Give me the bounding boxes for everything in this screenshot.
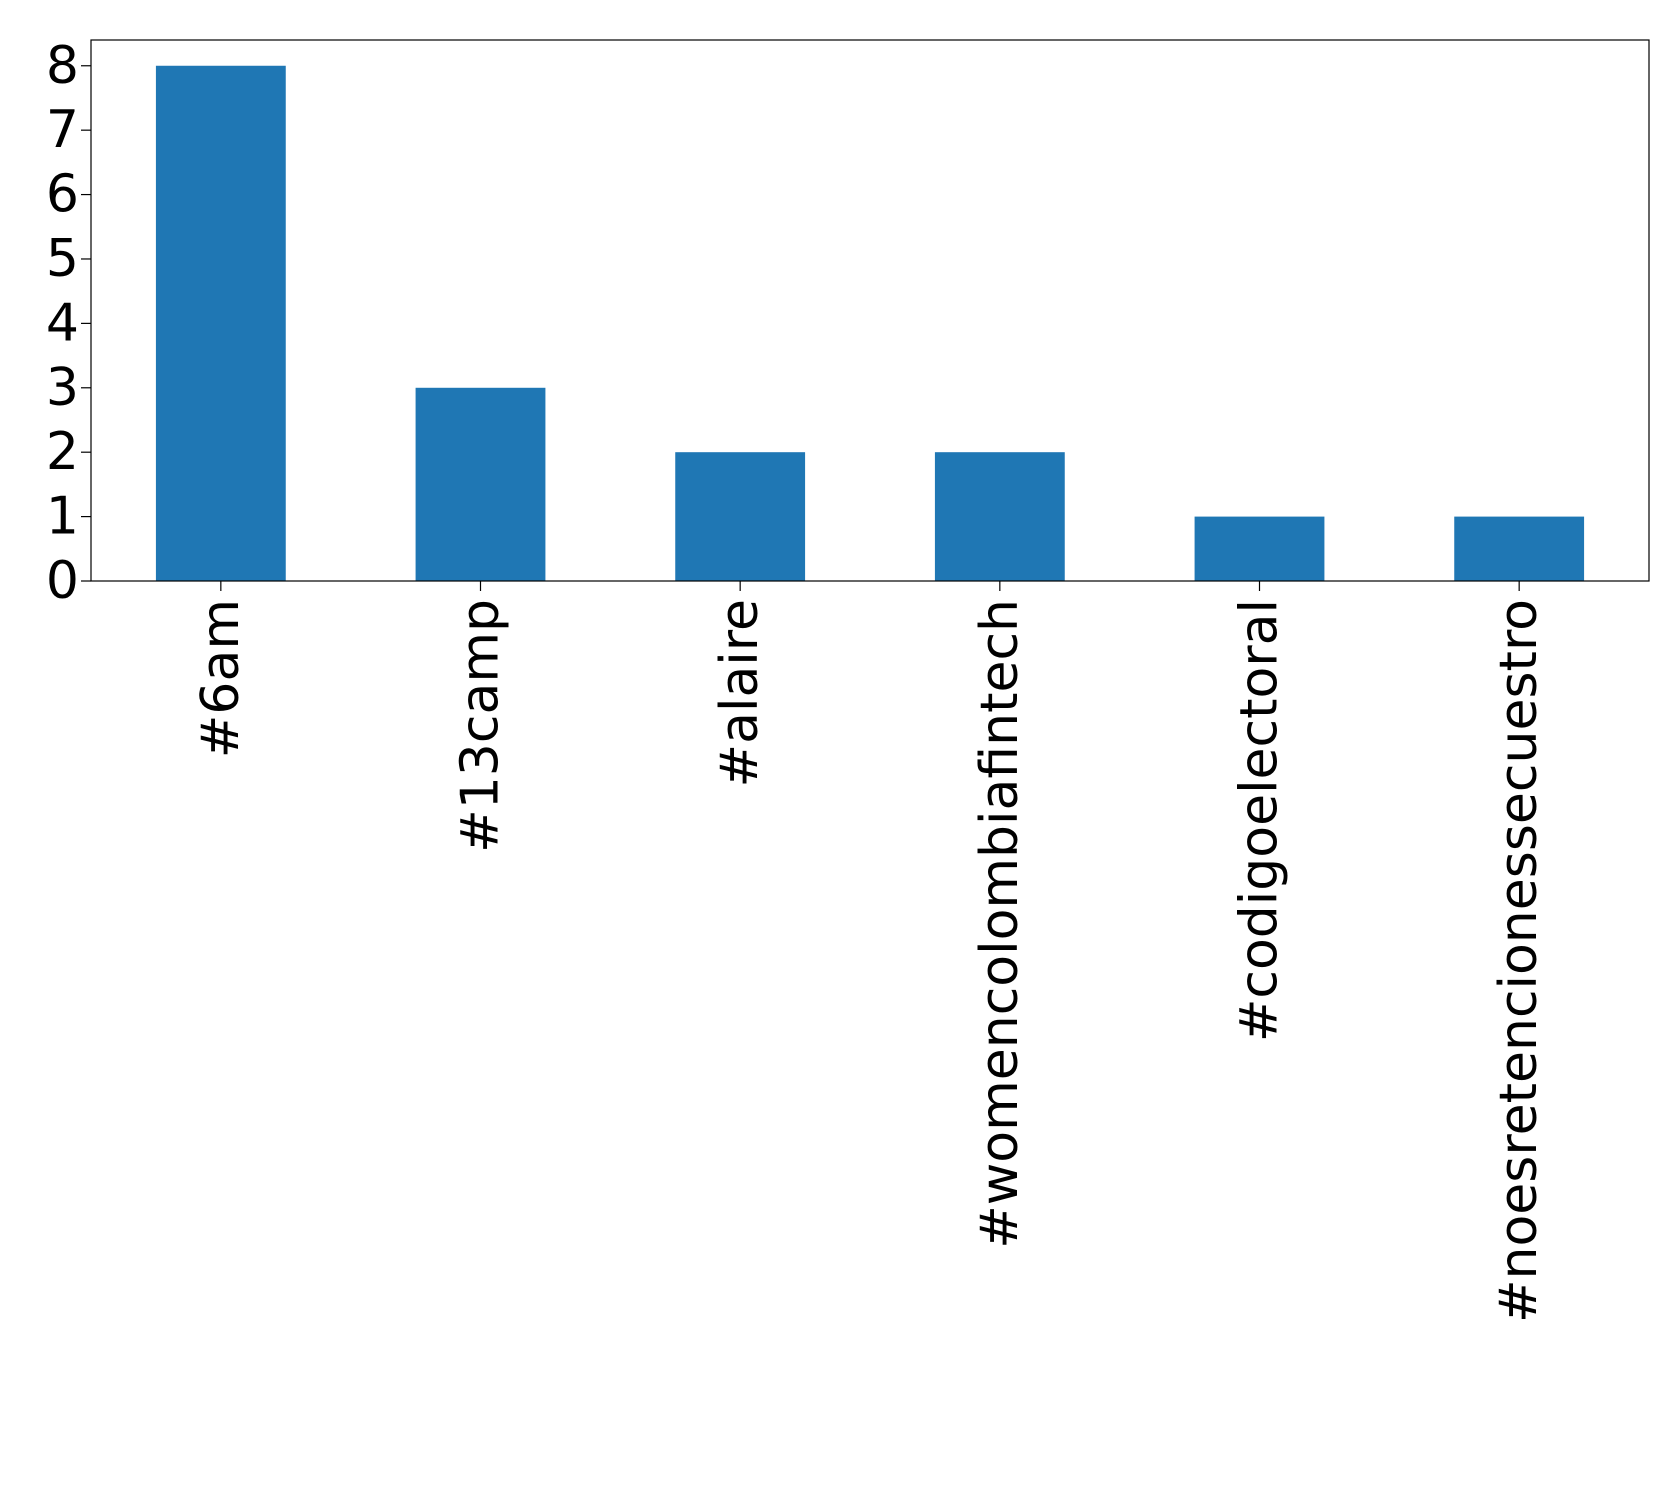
bar bbox=[675, 452, 806, 581]
y-tick-label: 1 bbox=[46, 487, 79, 547]
x-tick-label: #womencolombiafintech bbox=[970, 599, 1030, 1249]
bar bbox=[155, 65, 286, 581]
x-tick-label: #noesretencionessecuestro bbox=[1489, 599, 1549, 1323]
y-tick-label: 2 bbox=[46, 422, 79, 482]
x-tick-label: #alaire bbox=[710, 599, 770, 787]
x-tick-label: #6am bbox=[191, 599, 251, 758]
x-tick-label: #codigoelectoral bbox=[1230, 599, 1290, 1042]
bar bbox=[1194, 516, 1325, 581]
y-tick-label: 6 bbox=[46, 165, 79, 225]
plot-frame bbox=[90, 39, 1650, 582]
y-tick-label: 5 bbox=[46, 229, 79, 289]
y-tick-label: 7 bbox=[46, 100, 79, 160]
bar bbox=[415, 387, 546, 581]
bar bbox=[1454, 516, 1585, 581]
y-tick-label: 0 bbox=[46, 551, 79, 611]
y-tick-label: 8 bbox=[46, 36, 79, 96]
y-tick-label: 4 bbox=[46, 293, 79, 353]
bar bbox=[934, 452, 1065, 581]
x-tick-label: #13camp bbox=[451, 599, 511, 853]
y-tick-label: 3 bbox=[46, 358, 79, 418]
